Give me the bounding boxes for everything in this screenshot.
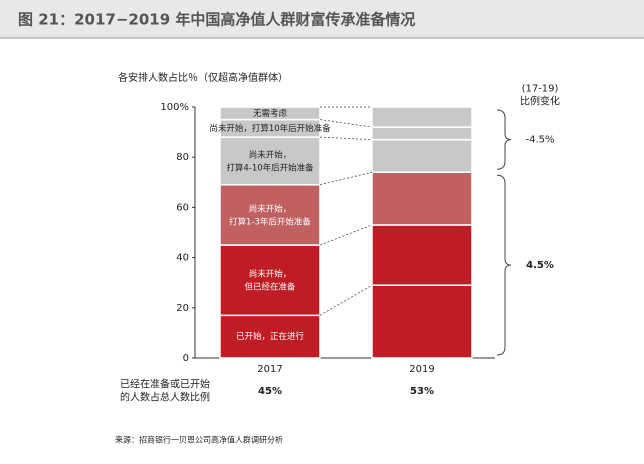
segment-label: 无需考虑 — [253, 108, 288, 119]
bar-segment — [371, 106, 473, 128]
connector — [319, 284, 373, 316]
header-band — [0, 0, 644, 38]
brace — [496, 174, 512, 356]
bar-segment — [219, 136, 321, 186]
y-axis-title: 各安排人数占比％（仅超高净值群体） — [118, 71, 288, 84]
y-tick-label: 60 — [176, 202, 189, 213]
chart-title: 图 21：2017−2019 年中国高净值人群财富传承准备情况 — [18, 11, 415, 29]
segment-label: 尚未开始，打算1-3年后开始准备 — [229, 203, 311, 227]
connector — [319, 119, 373, 128]
y-tick-label: 100% — [160, 102, 189, 113]
segment-label: 尚未开始，打算10年后开始准备 — [209, 123, 331, 134]
y-tick-label: 0 — [183, 353, 189, 364]
source: 来源：招商银行一贝恩公司高净值人群调研分析 — [115, 435, 283, 445]
y-tick-label: 80 — [176, 152, 189, 163]
bar-segment — [219, 244, 321, 317]
connector — [319, 136, 373, 140]
segment-label: 尚未开始，但已经在准备 — [244, 268, 296, 292]
bar-segment — [219, 184, 321, 246]
y-tick-label: 40 — [176, 253, 189, 264]
bar-segment — [371, 171, 473, 226]
segment-label: 已开始，正在进行 — [236, 331, 305, 342]
x-tick-label: 2017 — [257, 364, 282, 375]
change-label: 4.5% — [526, 260, 554, 271]
total-label: 45% — [258, 386, 282, 397]
change-label: -4.5% — [525, 135, 554, 146]
bar-segment — [371, 284, 473, 359]
x-tick-label: 2019 — [409, 364, 434, 375]
connector — [319, 171, 373, 186]
bar-segment — [219, 314, 321, 359]
connector — [319, 224, 373, 246]
bar-segment — [371, 126, 473, 141]
bar-segment — [371, 138, 473, 174]
y-tick-label: 20 — [176, 303, 189, 314]
bar-segment — [371, 224, 473, 286]
brace — [496, 109, 512, 170]
bar-segment — [219, 106, 321, 121]
totals-row-label: 已经在准备或已开始的人数占总人数比例 — [120, 378, 210, 404]
segment-label: 尚未开始，打算4-10年后开始准备 — [226, 149, 314, 173]
change-header: (17-19)比例变化 — [520, 84, 560, 108]
total-label: 53% — [410, 386, 434, 397]
